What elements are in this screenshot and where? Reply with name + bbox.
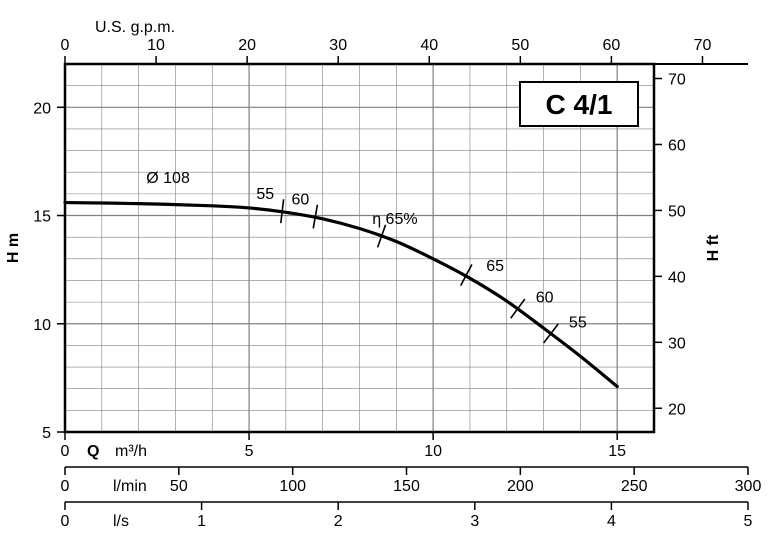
lmin-tick: 100 [279, 478, 306, 495]
hm-tick: 20 [33, 100, 51, 117]
ls-unit: l/s [113, 513, 129, 530]
hm-tick: 10 [33, 317, 51, 334]
hft-tick: 20 [668, 401, 686, 418]
lmin-tick: 150 [393, 478, 420, 495]
q-label: Q [87, 443, 99, 460]
chart-bg [0, 0, 774, 556]
hft-tick: 30 [668, 335, 686, 352]
gpm-tick: 50 [511, 37, 529, 54]
hft-tick: 50 [668, 203, 686, 220]
ls-tick: 3 [470, 513, 479, 530]
gpm-tick: 70 [694, 37, 712, 54]
m3h-tick: 10 [424, 443, 442, 460]
gpm-tick: 10 [147, 37, 165, 54]
hm-tick: 5 [42, 425, 51, 442]
efficiency-label: 65 [486, 258, 504, 275]
pump-curve-chart: 010203040506070U.S. g.p.m.5101520H m2030… [0, 0, 774, 556]
gpm-tick: 0 [61, 37, 70, 54]
efficiency-label: 55 [256, 186, 274, 203]
impeller-diameter-label: Ø 108 [146, 170, 190, 187]
ls-tick: 5 [744, 513, 753, 530]
lmin-tick: 300 [735, 478, 762, 495]
model-label: C 4/1 [546, 89, 613, 120]
ls-tick: 4 [607, 513, 616, 530]
lmin-tick: 250 [621, 478, 648, 495]
lmin-tick: 200 [507, 478, 534, 495]
m3h-tick: 15 [608, 443, 626, 460]
hft-tick: 70 [668, 72, 686, 89]
y-right-label: H ft [705, 234, 722, 261]
gpm-tick: 30 [329, 37, 347, 54]
lmin-tick: 50 [170, 478, 188, 495]
efficiency-label: 55 [569, 315, 587, 332]
m3h-tick: 0 [61, 443, 70, 460]
gpm-tick: 60 [603, 37, 621, 54]
lmin-unit: l/min [113, 478, 147, 495]
m3h-unit: m³/h [115, 443, 147, 460]
y-left-label: H m [5, 233, 22, 263]
ls-tick: 0 [61, 513, 70, 530]
m3h-tick: 5 [245, 443, 254, 460]
gpm-tick: 20 [238, 37, 256, 54]
efficiency-label: 60 [292, 192, 310, 209]
hft-tick: 60 [668, 137, 686, 154]
ls-tick: 2 [334, 513, 343, 530]
hft-tick: 40 [668, 269, 686, 286]
lmin-tick: 0 [61, 478, 70, 495]
gpm-unit: U.S. g.p.m. [95, 19, 175, 36]
efficiency-label: η 65% [372, 211, 417, 228]
hm-tick: 15 [33, 209, 51, 226]
efficiency-label: 60 [536, 290, 554, 307]
gpm-tick: 40 [420, 37, 438, 54]
ls-tick: 1 [197, 513, 206, 530]
